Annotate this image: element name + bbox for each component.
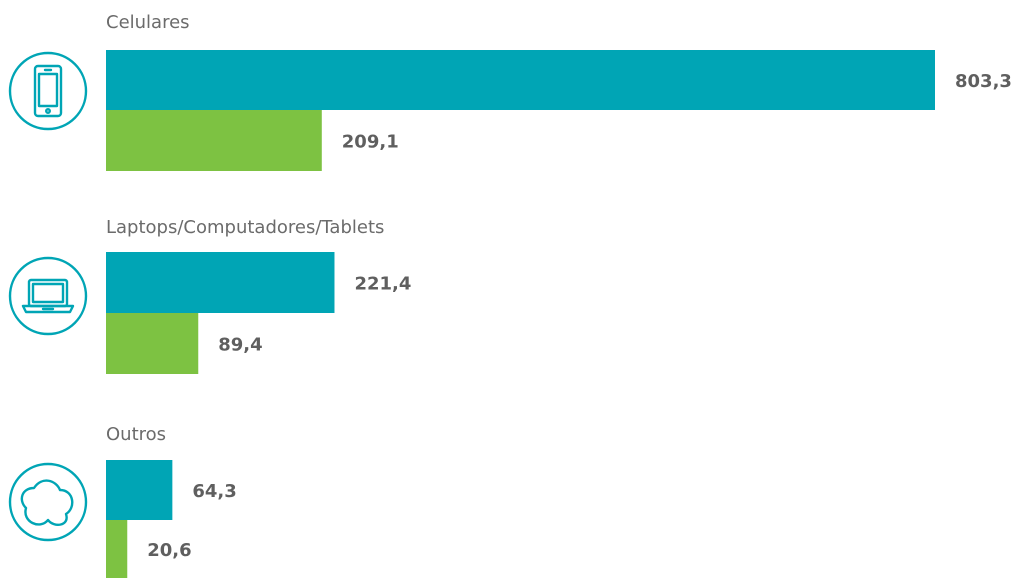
bar-series-2: [106, 520, 128, 578]
category-label: Celulares: [106, 12, 190, 33]
blob-shape: [20, 479, 74, 526]
icon-circle: [8, 462, 88, 542]
laptop-base: [21, 304, 75, 314]
category-label: Laptops/Computadores/Tablets: [106, 217, 384, 238]
bar-value-label: 803,3: [955, 71, 1012, 92]
phone-screen: [37, 72, 59, 108]
bar-value-label: 89,4: [218, 335, 262, 356]
icon-circle: [8, 256, 88, 336]
bar-value-label: 20,6: [147, 540, 191, 561]
bar-series-2: [106, 313, 199, 374]
bar-series-1: [106, 252, 335, 313]
icon-circle: [8, 51, 88, 131]
phone-body: [33, 64, 63, 118]
bar-value-label: 209,1: [342, 132, 399, 153]
phone-home-button: [45, 107, 52, 114]
bar-series-2: [106, 110, 322, 171]
bar-value-label: 64,3: [192, 481, 236, 502]
laptop-display: [31, 282, 65, 304]
category-label: Outros: [106, 424, 166, 445]
mobile-phone-icon: [8, 51, 88, 131]
laptop-icon: [8, 256, 88, 336]
bar-series-1: [106, 50, 935, 110]
bar-series-1: [106, 460, 173, 520]
bar-value-label: 221,4: [354, 274, 411, 295]
blob-icon: [8, 462, 88, 542]
